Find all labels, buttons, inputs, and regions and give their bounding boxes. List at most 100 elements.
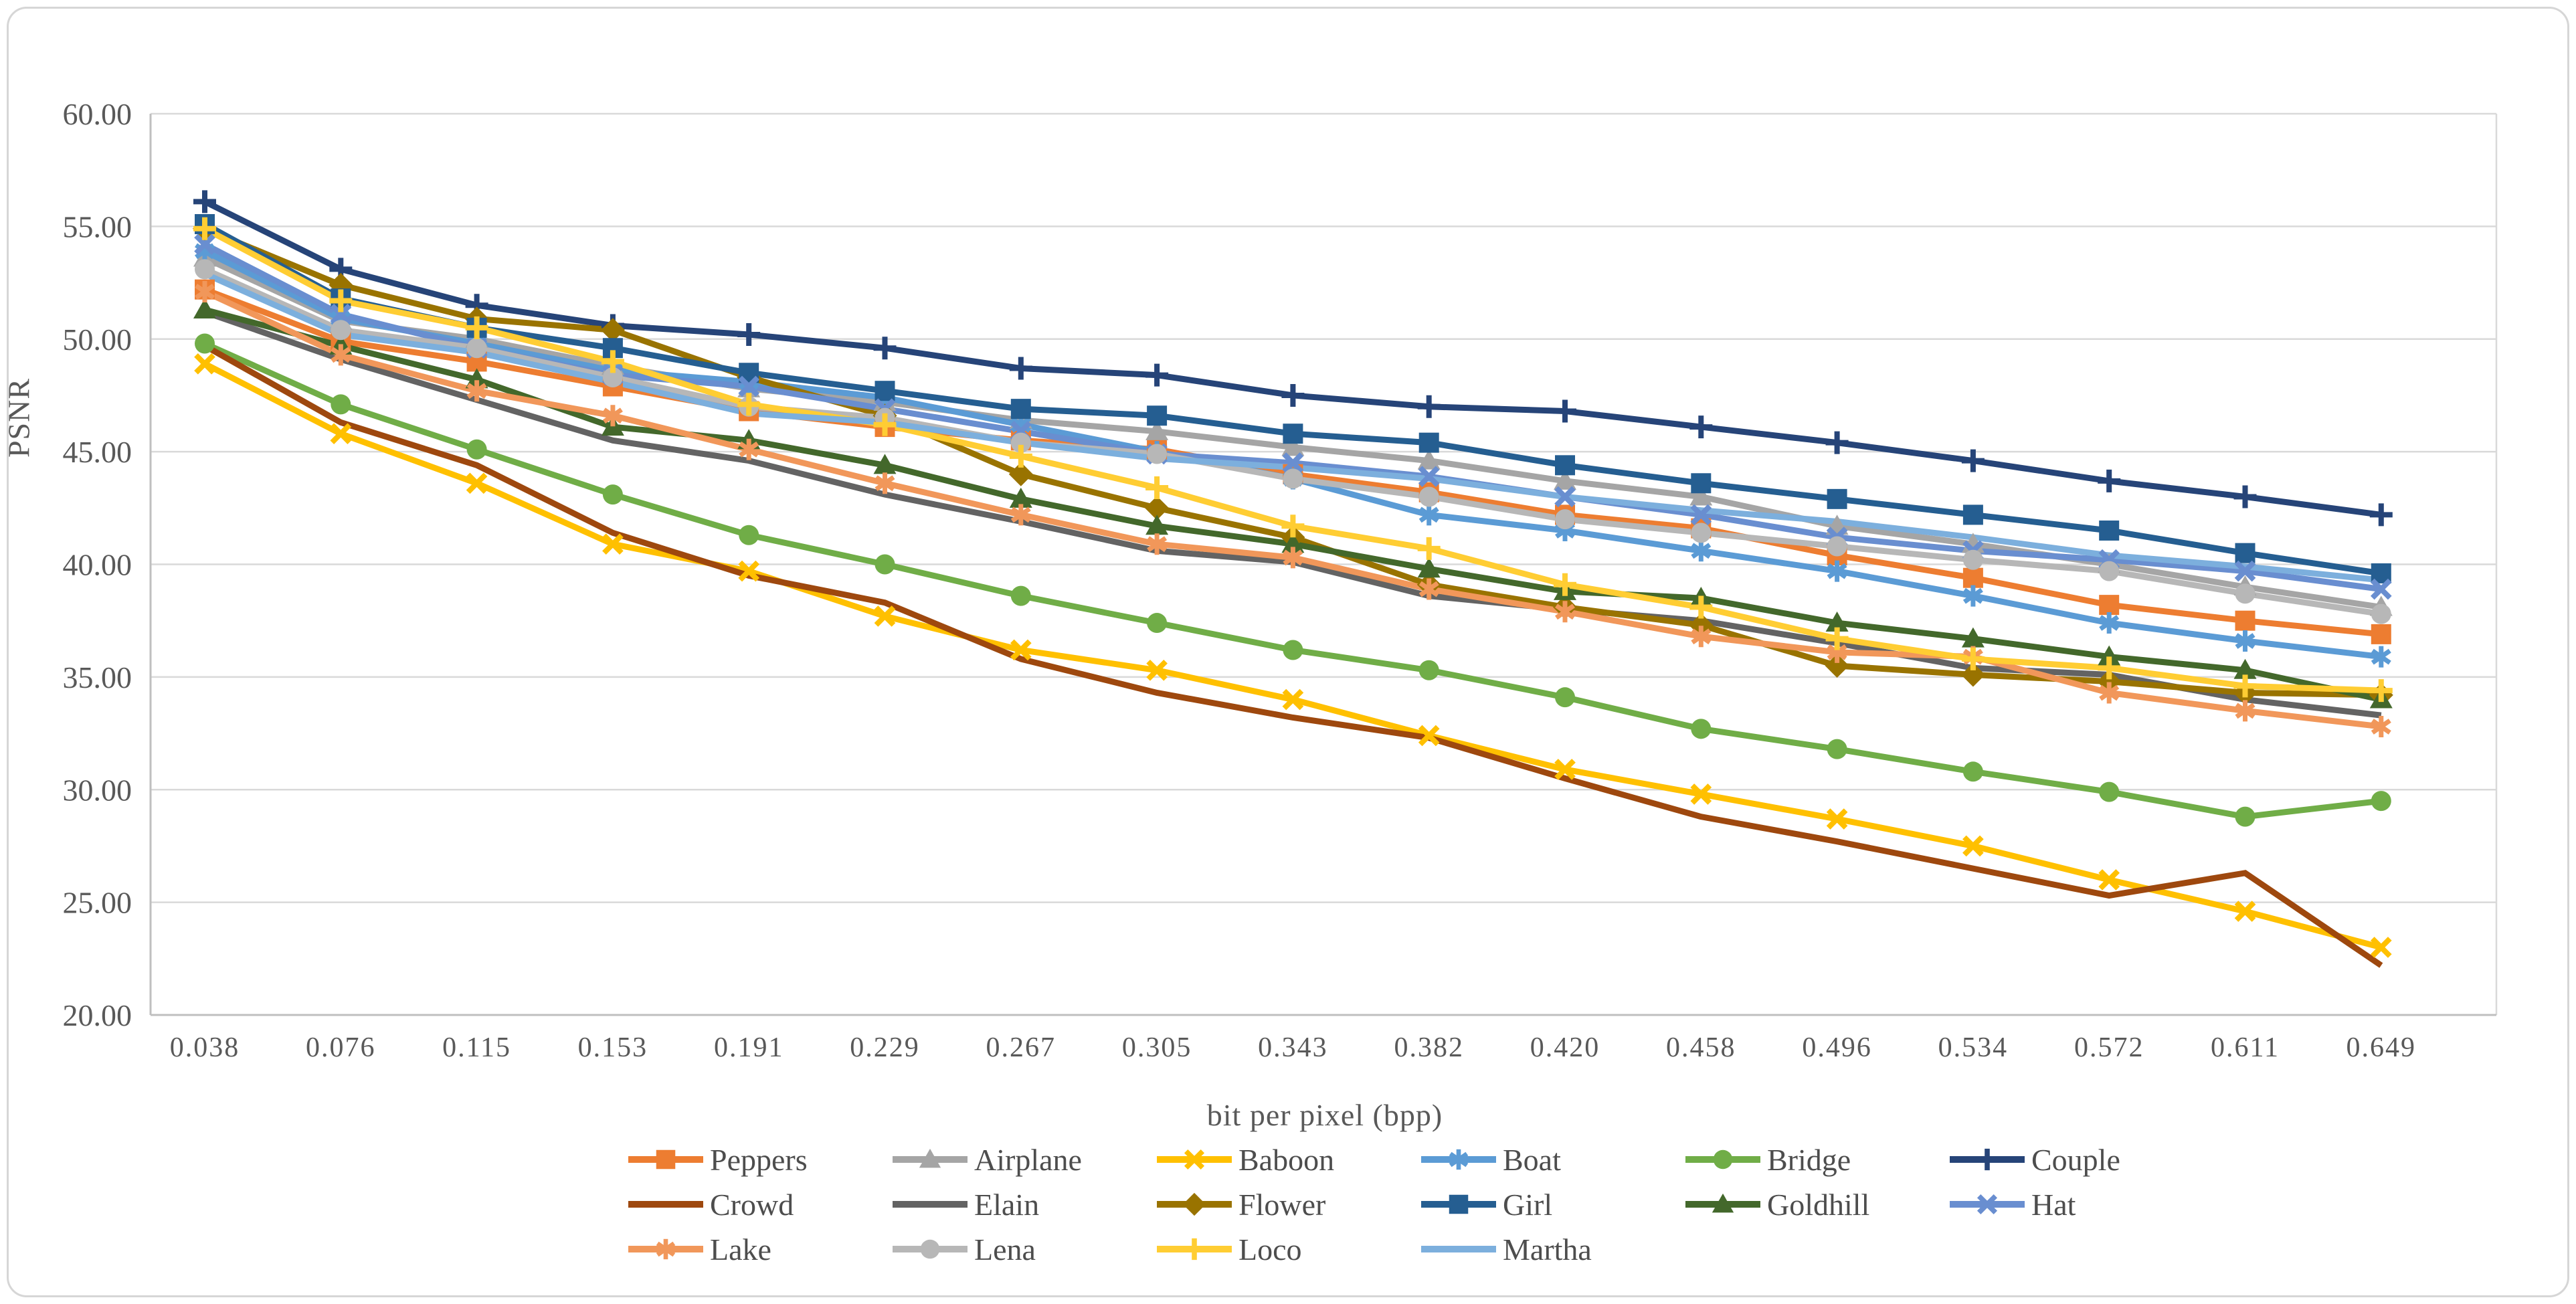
circle-marker	[875, 554, 895, 575]
circle-marker	[1147, 444, 1168, 464]
asterisk-marker	[195, 284, 215, 300]
x-marker	[466, 472, 488, 494]
square-marker	[2235, 543, 2256, 563]
asterisk-marker	[466, 383, 487, 399]
triangle-marker	[193, 298, 216, 318]
x-marker	[1418, 725, 1440, 747]
circle-marker	[2371, 603, 2391, 624]
circle-marker	[602, 484, 623, 505]
square-marker	[1010, 399, 1031, 420]
x-tick-label: 0.153	[578, 1032, 648, 1063]
x-marker	[1554, 486, 1576, 508]
triangle-marker	[2233, 658, 2257, 679]
asterisk-marker	[1962, 587, 1983, 604]
circle-marker	[195, 333, 215, 354]
series-line-crowd	[203, 343, 2383, 968]
x-marker	[2098, 869, 2120, 891]
y-tick-label: 45.00	[63, 435, 132, 469]
square-marker	[2099, 595, 2120, 616]
diamond-marker	[1145, 496, 1170, 521]
asterisk-marker	[1010, 506, 1031, 523]
x-marker	[1282, 452, 1304, 474]
circle-marker	[1827, 739, 1847, 759]
series-markers-lena	[195, 259, 2391, 624]
circle-marker	[466, 338, 487, 359]
asterisk-marker	[1283, 549, 1303, 566]
x-tick-label: 0.649	[2347, 1032, 2417, 1063]
circle-marker	[1010, 432, 1031, 453]
x-marker	[738, 560, 760, 582]
circle-marker	[1283, 468, 1303, 489]
square-marker	[1691, 473, 1712, 494]
x-tick-label: 0.115	[442, 1032, 511, 1063]
square-marker	[1555, 455, 1575, 476]
circle-marker	[1962, 549, 1983, 570]
asterisk-marker	[1418, 581, 1439, 597]
x-marker	[1010, 639, 1032, 661]
x-tick-label: 0.534	[1938, 1032, 2009, 1063]
x-tick-label: 0.343	[1258, 1032, 1328, 1063]
asterisk-marker	[2099, 615, 2120, 631]
x-tick-label: 0.076	[306, 1032, 376, 1063]
circle-marker	[602, 367, 623, 387]
asterisk-marker	[1827, 563, 1847, 579]
series-markers-bridge	[195, 333, 2391, 827]
square-marker	[2235, 610, 2256, 631]
asterisk-marker	[1147, 536, 1168, 553]
circle-marker	[1691, 523, 1712, 543]
y-axis-title: PSNR	[1, 377, 36, 458]
y-tick-label: 30.00	[63, 773, 132, 807]
square-marker	[1418, 432, 1439, 453]
square-marker	[1827, 488, 1847, 509]
x-tick-label: 0.229	[850, 1032, 920, 1063]
y-tick-label: 35.00	[63, 660, 132, 694]
x-marker	[1690, 504, 1712, 526]
x-marker	[330, 303, 352, 325]
diamond-marker	[1008, 462, 1033, 486]
card-border	[7, 7, 2569, 1297]
y-tick-label: 40.00	[63, 548, 132, 582]
asterisk-marker	[1555, 603, 1575, 620]
triangle-marker	[1417, 557, 1441, 578]
circle-marker	[1827, 536, 1847, 557]
x-marker	[738, 375, 760, 397]
x-marker	[874, 606, 896, 627]
square-marker	[1962, 567, 1983, 588]
triangle-marker	[1554, 469, 1576, 490]
circle-marker	[2235, 583, 2256, 604]
x-tick-label: 0.191	[714, 1032, 784, 1063]
circle-marker	[2099, 561, 2120, 581]
x-marker	[2234, 901, 2256, 922]
x-tick-label: 0.305	[1122, 1032, 1192, 1063]
square-marker	[2371, 624, 2391, 644]
circle-marker	[331, 394, 351, 415]
triangle-marker	[1417, 449, 1441, 470]
x-tick-label: 0.458	[1666, 1032, 1736, 1063]
triangle-marker	[2098, 645, 2121, 666]
circle-marker	[1283, 640, 1303, 660]
x-marker	[330, 423, 352, 445]
circle-marker	[1962, 761, 1983, 782]
circle-marker	[1147, 613, 1168, 634]
x-marker	[1282, 688, 1304, 711]
asterisk-marker	[2371, 719, 2391, 735]
x-marker	[1690, 783, 1712, 805]
x-marker	[602, 533, 624, 555]
x-tick-label: 0.267	[986, 1032, 1056, 1063]
y-tick-label: 60.00	[63, 97, 132, 131]
circle-marker	[2371, 791, 2391, 812]
x-marker	[1146, 659, 1168, 681]
triangle-marker	[1145, 515, 1169, 535]
x-marker	[2370, 937, 2392, 958]
triangle-marker	[1825, 612, 1849, 632]
x-marker	[194, 353, 215, 375]
asterisk-marker	[2099, 684, 2120, 701]
circle-marker	[331, 320, 351, 341]
x-marker	[1418, 466, 1440, 487]
asterisk-marker	[2235, 703, 2256, 719]
circle-marker	[2235, 806, 2256, 827]
circle-marker	[195, 259, 215, 280]
x-tick-label: 0.420	[1530, 1032, 1600, 1063]
asterisk-marker	[602, 407, 623, 424]
